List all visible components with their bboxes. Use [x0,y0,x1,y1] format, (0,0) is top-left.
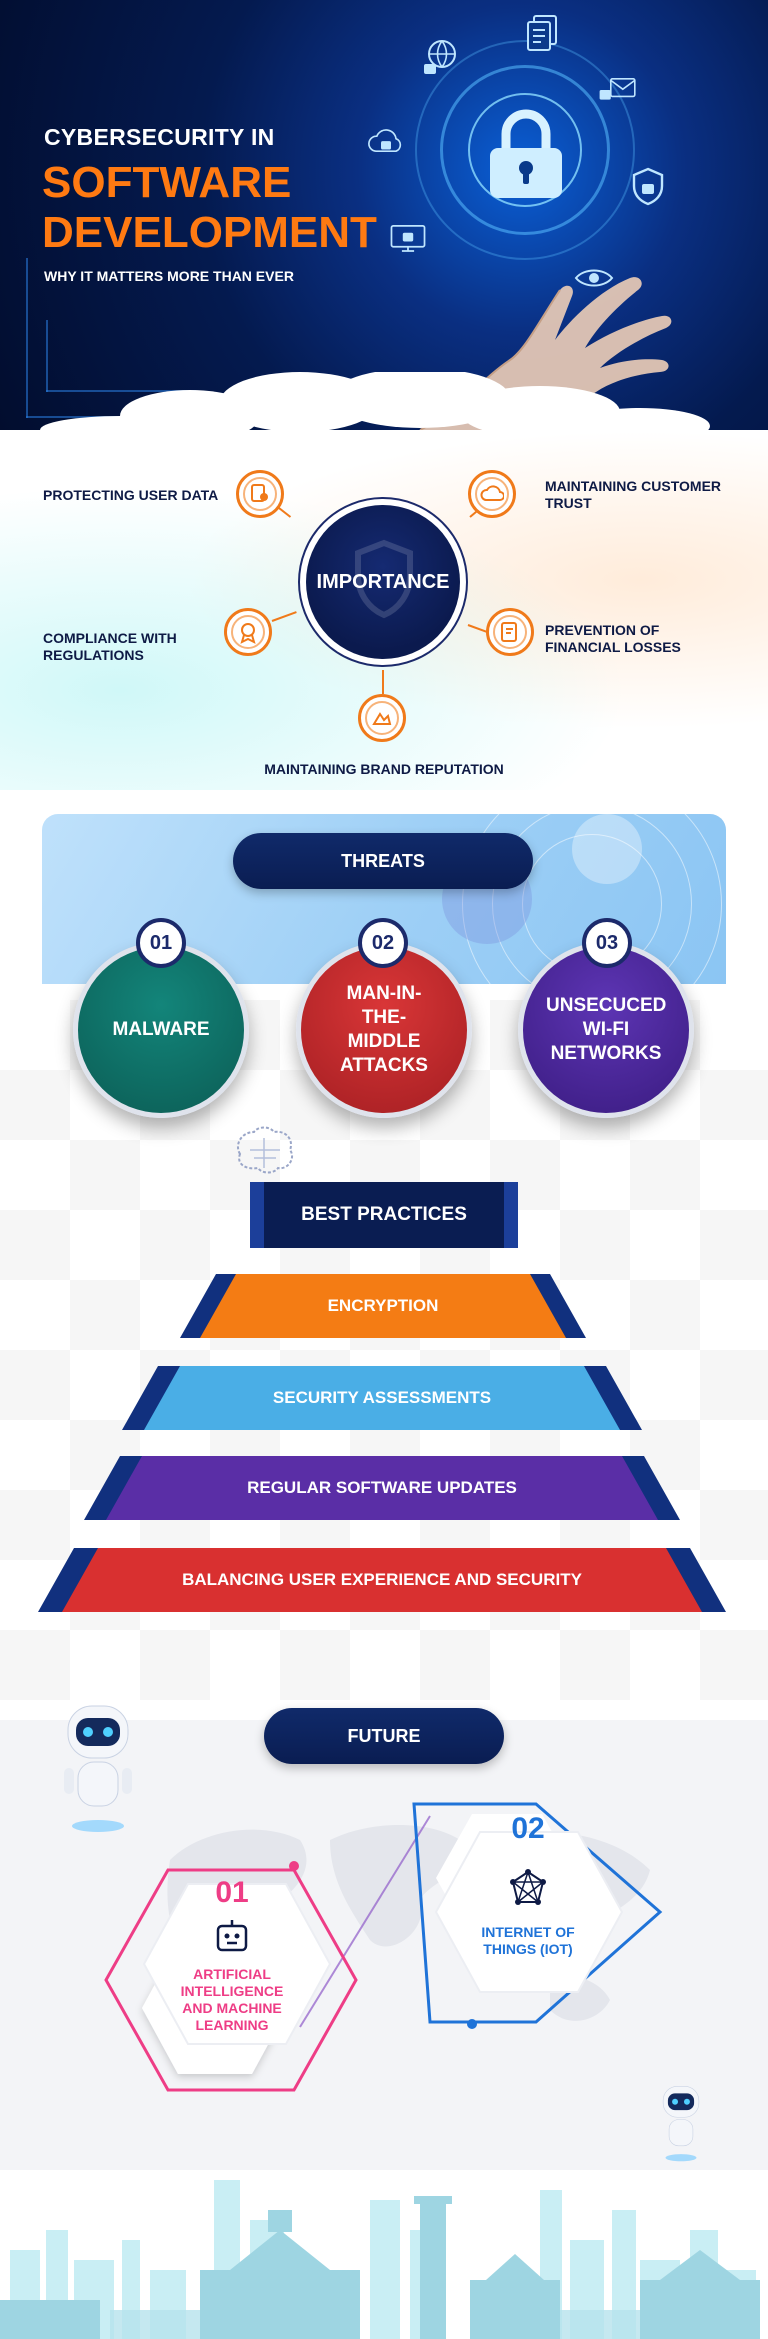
eye-icon [574,258,614,298]
hero-subtitle: WHY IT MATTERS MORE THAN EVER [44,268,294,284]
practice-security-assessments: SECURITY ASSESSMENTS [122,1366,642,1430]
shield-lock-icon [628,166,668,206]
hero-title-highlight: SOFTWARE DEVELOPMENT [42,158,377,257]
importance-item-label: MAINTAINING BRAND REPUTATION [264,761,504,777]
threat-number: 03 [582,918,632,968]
practice-label: BALANCING USER EXPERIENCE AND SECURITY [182,1570,582,1589]
files-icon [522,14,562,54]
hero-title: CYBERSECURITY IN [44,124,275,150]
robot-icon [216,1920,248,1952]
practice-label: SECURITY ASSESSMENTS [272,1388,492,1407]
monitor-lock-icon [388,218,428,258]
threat-label: UNSECUCED WI-FI NETWORKS [546,995,667,1064]
future-number: 01 [215,1876,249,1909]
mail-lock-icon [598,70,638,110]
importance-item-label: PREVENTION OF FINANCIAL LOSSES [545,622,681,655]
robot-mascot-small-icon [662,2085,700,2162]
connector-line [382,670,384,694]
cloud-lock-icon [366,122,406,162]
threat-malware: MALWARE [73,942,249,1118]
practice-encryption: ENCRYPTION [180,1274,586,1338]
practice-label: ENCRYPTION [327,1296,439,1315]
threat-label: MAN-IN-THE-MIDDLE ATTACKS [340,983,428,1076]
importance-item-label: MAINTAINING CUSTOMER TRUST [545,478,722,511]
threat-label: MALWARE [112,1019,210,1040]
threat-number: 01 [136,918,186,968]
hero-banner: CYBERSECURITY IN SOFTWARE DEVELOPMENT WH… [0,0,768,430]
future-section [0,1720,768,2170]
future-hexagon-shadow [142,1883,332,2045]
practice-shape [180,1274,586,1338]
brand-icon [358,694,406,742]
future-item-label: ARTIFICIAL INTELLIGENCE AND MACHINE LEAR… [180,1966,284,2033]
shield-watermark-icon [355,539,413,619]
importance-center: IMPORTANCE [306,505,460,659]
brain-icon [236,1126,294,1174]
globe-lock-icon [420,38,460,78]
practice-shape [122,1366,642,1430]
practice-label: REGULAR SOFTWARE UPDATES [247,1478,517,1497]
best-practices-title: BEST PRACTICES [250,1182,518,1248]
cloud-trust-icon [468,470,516,518]
bill-icon [486,608,534,656]
future-title: FUTURE [264,1708,504,1764]
importance-item-label: COMPLIANCE WITH REGULATIONS [43,630,177,663]
practice-shape [84,1456,680,1520]
importance-item-label: PROTECTING USER DATA [43,487,219,503]
importance-center-label: IMPORTANCE [316,570,450,593]
robot-mascot-icon [64,1705,132,1832]
future-hexagon-shadow [434,1831,624,1993]
award-icon [224,608,272,656]
threat-mitm: MAN-IN-THE-MIDDLE ATTACKS [296,942,472,1118]
threat-number: 02 [358,918,408,968]
practice-shape [38,1548,726,1612]
future-number: 02 [511,1812,545,1845]
user-data-icon [236,470,284,518]
city-skyline-illustration [0,2170,768,2339]
lock-icon [490,109,562,198]
network-icon [510,1869,546,1905]
practice-balancing-ux: BALANCING USER EXPERIENCE AND SECURITY [38,1548,726,1612]
future-item-label: INTERNET OF THINGS (IOT) [481,1924,575,1957]
threat-wifi: UNSECUCED WI-FI NETWORKS [518,942,694,1118]
threats-title: THREATS [233,833,533,889]
practice-regular-updates: REGULAR SOFTWARE UPDATES [84,1456,680,1520]
